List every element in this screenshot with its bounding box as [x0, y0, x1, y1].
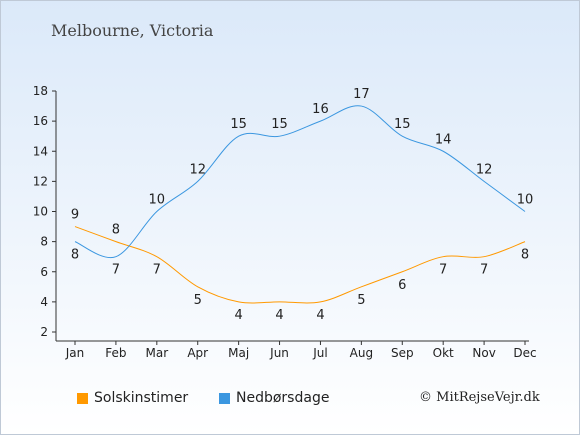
data-label: 5: [357, 293, 365, 308]
data-label: 15: [271, 117, 288, 132]
data-label: 10: [517, 193, 534, 208]
x-tick-label: Nov: [472, 346, 495, 360]
data-label: 15: [230, 117, 247, 132]
data-label: 7: [480, 263, 488, 278]
copyright-text: © MitRejseVejr.dk: [419, 390, 540, 405]
series-line-0: [74, 226, 526, 304]
data-label: 4: [234, 308, 242, 323]
legend-swatch-rain-days: [219, 392, 230, 404]
chart-data-labels: 9 8 7 5 4 4 4 5 6 7 7 8 8 7 10 12 15 15 16 17 15 14 12 10: [71, 87, 533, 323]
data-label: 5: [194, 293, 202, 308]
data-label: 12: [476, 162, 493, 177]
data-label: 10: [149, 193, 166, 208]
x-tick-label: Jan: [65, 346, 85, 360]
series-line-1: [74, 105, 526, 259]
y-tick-label: 10: [33, 205, 48, 219]
x-tick-label: Sep: [391, 346, 414, 360]
legend-label-rain-days: Nedbørsdage: [236, 390, 330, 406]
data-label: 16: [312, 102, 329, 117]
y-tick-label: 18: [33, 84, 48, 98]
x-tick-label: Maj: [228, 346, 249, 360]
data-label: 4: [275, 308, 283, 323]
y-tick-label: 2: [40, 325, 48, 339]
legend-label-sunshine: Solskinstimer: [94, 390, 189, 406]
legend-swatch-sunshine: [77, 392, 88, 404]
x-tick-label: Okt: [433, 346, 454, 360]
x-tick-label: Jun: [269, 346, 289, 360]
data-label: 15: [394, 117, 411, 132]
data-label: 12: [189, 162, 206, 177]
chart-axes: 2 4 6 8 10 12 14 16 18 Jan Feb Mar Apr Maj Jun Jul Aug Se…: [33, 84, 537, 360]
y-tick-label: 8: [40, 235, 48, 249]
data-label: 14: [435, 132, 452, 147]
y-tick-label: 6: [40, 265, 48, 279]
data-label: 9: [71, 208, 79, 223]
y-tick-label: 12: [33, 174, 48, 188]
x-tick-label: Jul: [312, 346, 327, 360]
chart-lines: [74, 105, 526, 304]
x-tick-label: Apr: [187, 346, 208, 360]
y-tick-label: 14: [33, 144, 48, 158]
x-tick-label: Feb: [105, 346, 126, 360]
location-title: Melbourne, Victoria: [51, 21, 214, 40]
data-label: 7: [439, 263, 447, 278]
x-tick-label: Dec: [513, 346, 536, 360]
data-label: 4: [316, 308, 324, 323]
data-label: 17: [353, 87, 370, 102]
y-tick-label: 16: [33, 114, 48, 128]
x-tick-label: Mar: [145, 346, 168, 360]
data-label: 6: [398, 278, 406, 293]
data-label: 8: [71, 248, 79, 263]
x-tick-label: Aug: [350, 346, 373, 360]
data-label: 8: [521, 248, 529, 263]
data-label: 8: [112, 223, 120, 238]
data-label: 7: [112, 263, 120, 278]
data-label: 7: [153, 263, 161, 278]
legend-item-sunshine: Solskinstimer: [77, 390, 188, 406]
y-tick-label: 4: [40, 295, 48, 309]
legend-item-rain-days: Nedbørsdage: [219, 390, 329, 406]
